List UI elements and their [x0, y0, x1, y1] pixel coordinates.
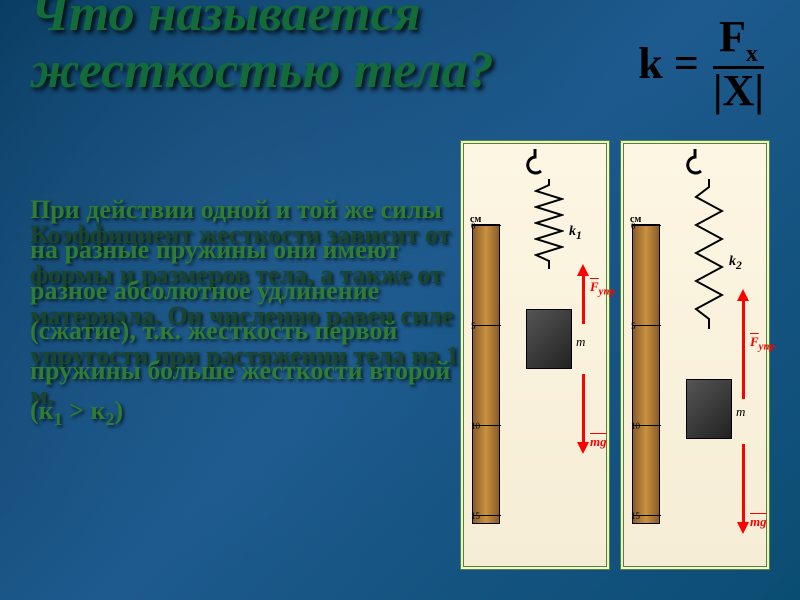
- weight-block: [686, 379, 732, 439]
- spring-coil: [694, 179, 724, 329]
- f-upr-label: Fупр: [590, 279, 615, 298]
- mass-label: m: [576, 334, 585, 350]
- force-arrow-up: [742, 299, 745, 399]
- hook-icon: [520, 149, 550, 179]
- force-arrow-down: [742, 444, 745, 524]
- mg-label: mg: [590, 434, 607, 450]
- spring-diagrams: см 0 5 10 15 k1 m Fупр: [460, 140, 770, 570]
- ruler: 0 5 10 15: [632, 224, 660, 524]
- panel-spring-1: см 0 5 10 15 k1 m Fупр: [460, 140, 610, 570]
- formula-numerator: Fx: [713, 15, 764, 69]
- force-arrow-down: [582, 374, 585, 444]
- text-layer-front: При действии одной и той же силы на разн…: [30, 190, 460, 435]
- ruler: 0 5 10 15: [472, 224, 500, 524]
- formula-k: k = Fx |X|: [638, 15, 770, 113]
- formula-lhs: k =: [638, 38, 699, 89]
- spring-coil: [534, 179, 564, 269]
- weight-block: [526, 309, 572, 369]
- force-arrow-up: [582, 274, 585, 324]
- formula-denominator: |X|: [707, 69, 770, 113]
- panel-spring-2: см 0 5 10 15 k2 m Fупр: [620, 140, 770, 570]
- mass-label: m: [736, 404, 745, 420]
- mg-label: mg: [750, 514, 767, 530]
- k1-label: k1: [569, 224, 582, 242]
- f-upr-label: Fупр: [750, 334, 775, 353]
- k2-label: k2: [729, 254, 742, 272]
- slide-title: Что называется жесткостью тела?: [30, 0, 570, 99]
- hook-icon: [680, 149, 710, 179]
